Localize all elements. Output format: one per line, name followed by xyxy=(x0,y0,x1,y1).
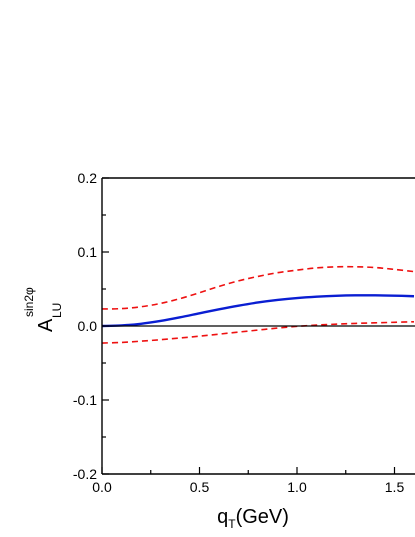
y-tick-label: 0.1 xyxy=(78,244,98,260)
x-tick-label: 1.0 xyxy=(287,479,307,495)
plot-area: 0.0 0.5 1.0 1.5 -0.2 -0.1 0.0 0.1 0.2 xyxy=(73,170,415,495)
y-axis-title-sup: sin2φ xyxy=(22,287,36,317)
y-axis-title: A LU sin2φ xyxy=(22,287,64,332)
series-upper-band-line xyxy=(102,265,415,310)
ticks-group: 0.0 0.5 1.0 1.5 -0.2 -0.1 0.0 0.1 0.2 xyxy=(73,170,405,495)
y-tick-label: 0.2 xyxy=(78,170,98,186)
y-tick-label: 0.0 xyxy=(78,318,98,334)
x-axis-title-main: q xyxy=(217,506,228,528)
x-axis-title-sub: T xyxy=(228,517,236,531)
x-tick-label: 0.0 xyxy=(92,479,112,495)
series-central-line xyxy=(102,294,415,328)
x-axis-title-rest: (GeV) xyxy=(236,506,289,528)
x-tick-label: 0.5 xyxy=(190,479,210,495)
curves-group xyxy=(102,265,415,344)
series-lower-band-line xyxy=(102,320,415,344)
x-tick-label: 1.5 xyxy=(385,479,405,495)
y-tick-label: -0.2 xyxy=(73,466,97,482)
y-tick-label: -0.1 xyxy=(73,392,97,408)
x-axis-title: qT(GeV) xyxy=(217,506,289,531)
y-axis-title-sub: LU xyxy=(50,303,64,318)
y-axis-title-main: A xyxy=(35,318,57,332)
